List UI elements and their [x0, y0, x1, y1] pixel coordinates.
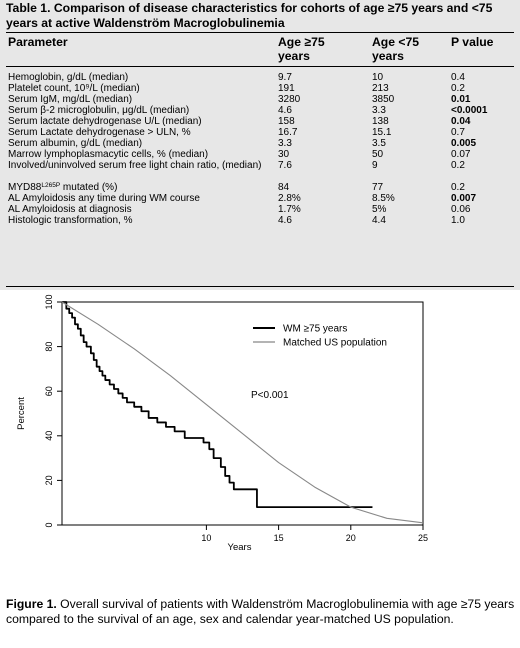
cell-p-value: 0.06 [451, 204, 471, 215]
cell-age-lt75: 5% [372, 204, 387, 215]
cell-age-ge75: 4.6 [278, 215, 292, 226]
cell-age-ge75: 2.8% [278, 193, 301, 204]
cell-parameter: Serum IgM, mg/dL (median) [8, 94, 133, 105]
cell-age-ge75: 30 [278, 149, 290, 160]
cell-age-lt75: 15.1 [372, 127, 392, 138]
header-age-ge75: Age ≥75 years [278, 35, 325, 63]
cell-p-value: 1.0 [451, 215, 465, 226]
cell-age-ge75: 3.3 [278, 138, 292, 149]
cell-age-lt75: 4.4 [372, 215, 386, 226]
cell-parameter: MYD88L265P mutated (%) [8, 182, 118, 193]
x-tick-label: 15 [274, 533, 284, 543]
cell-age-lt75: 213 [372, 83, 389, 94]
cell-age-lt75: 50 [372, 149, 384, 160]
series-line-us-population [61, 301, 424, 524]
y-tick-label: 80 [44, 342, 54, 352]
cell-age-lt75: 3850 [372, 94, 395, 105]
cell-age-ge75: 1.7% [278, 204, 301, 215]
x-axis-label: Years [228, 542, 252, 553]
cell-age-ge75: 3280 [278, 94, 301, 105]
cell-p-value: 0.04 [451, 116, 471, 127]
y-tick-label: 20 [44, 475, 54, 485]
cell-p-value: 0.07 [451, 149, 471, 160]
cell-age-lt75: 10 [372, 72, 384, 83]
x-tick-label: 10 [201, 533, 211, 543]
cell-parameter: Serum β-2 microglobulin, μg/dL (median) [8, 105, 190, 116]
cell-age-ge75: 158 [278, 116, 295, 127]
cell-p-value: 0.005 [451, 138, 477, 149]
x-tick-label: 25 [418, 533, 428, 543]
cell-parameter: Involved/uninvolved serum free light cha… [8, 160, 262, 171]
cell-p-value: 0.2 [451, 83, 465, 94]
y-tick-label: 0 [44, 522, 54, 527]
chart-background [0, 292, 520, 592]
caption-text: Overall survival of patients with Walden… [6, 597, 515, 626]
cell-age-lt75: 138 [372, 116, 389, 127]
p-value-annotation: P<0.001 [251, 390, 289, 401]
cell-age-lt75: 3.5 [372, 138, 386, 149]
cell-age-lt75: 9 [372, 160, 378, 171]
cell-age-ge75: 191 [278, 83, 295, 94]
cell-age-ge75: 7.6 [278, 160, 292, 171]
cell-p-value: 0.01 [451, 94, 471, 105]
figure-caption: Figure 1. Overall survival of patients w… [6, 597, 518, 626]
x-tick-label: 20 [346, 533, 356, 543]
y-tick-label: 100 [44, 294, 54, 309]
cell-parameter: Serum lactate dehydrogenase U/L (median) [8, 116, 202, 127]
plot-frame [61, 301, 424, 526]
header-parameter: Parameter [8, 35, 68, 49]
cell-p-value: 0.2 [451, 160, 465, 171]
cell-parameter: Serum albumin, g/dL (median) [8, 138, 143, 149]
survival-chart: 0 20 40 60 80 100 10 15 20 25 Years Percent WM ≥75 y… [0, 292, 520, 592]
cell-p-value: 0.4 [451, 72, 465, 83]
cell-age-ge75: 84 [278, 182, 290, 193]
table-1: Table 1. Comparison of disease character… [0, 0, 520, 290]
table-header-rule [6, 66, 514, 67]
cell-age-ge75: 16.7 [278, 127, 298, 138]
y-tick-label: 60 [44, 386, 54, 396]
table-title: Table 1. Comparison of disease character… [6, 1, 493, 30]
cell-parameter: Hemoglobin, g/dL (median) [8, 72, 129, 83]
table-top-rule [6, 32, 514, 33]
cell-p-value: 0.7 [451, 127, 465, 138]
header-p-value: P value [451, 35, 494, 49]
y-axis-label: Percent [16, 397, 27, 430]
y-tick-label: 40 [44, 431, 54, 441]
cell-p-value: 0.007 [451, 193, 477, 204]
cell-parameter: Serum Lactate dehydrogenase > ULN, % [8, 127, 191, 138]
table-bottom-rule [6, 286, 514, 287]
cell-parameter-superscript: L265P [41, 182, 61, 189]
header-age-lt75: Age <75 years [372, 35, 420, 63]
caption-label: Figure 1. [6, 597, 57, 611]
cell-parameter: Marrow lymphoplasmacytic cells, % (media… [8, 149, 209, 160]
cell-parameter: Platelet count, 10⁹/L (median) [8, 83, 140, 94]
cell-p-value: <0.0001 [451, 105, 488, 116]
cell-p-value: 0.2 [451, 182, 465, 193]
cell-parameter: AL Amyloidosis at diagnosis [8, 204, 132, 215]
cell-age-lt75: 3.3 [372, 105, 386, 116]
cell-age-ge75: 9.7 [278, 72, 292, 83]
cell-age-lt75: 77 [372, 182, 384, 193]
series-line-wm-75 [62, 301, 373, 509]
cell-age-ge75: 4.6 [278, 105, 292, 116]
legend-label: Matched US population [283, 338, 387, 349]
cell-age-lt75: 8.5% [372, 193, 395, 204]
cell-parameter: Histologic transformation, % [8, 215, 133, 226]
legend-label: WM ≥75 years [283, 324, 347, 335]
cell-parameter: AL Amyloidosis any time during WM course [8, 193, 200, 204]
